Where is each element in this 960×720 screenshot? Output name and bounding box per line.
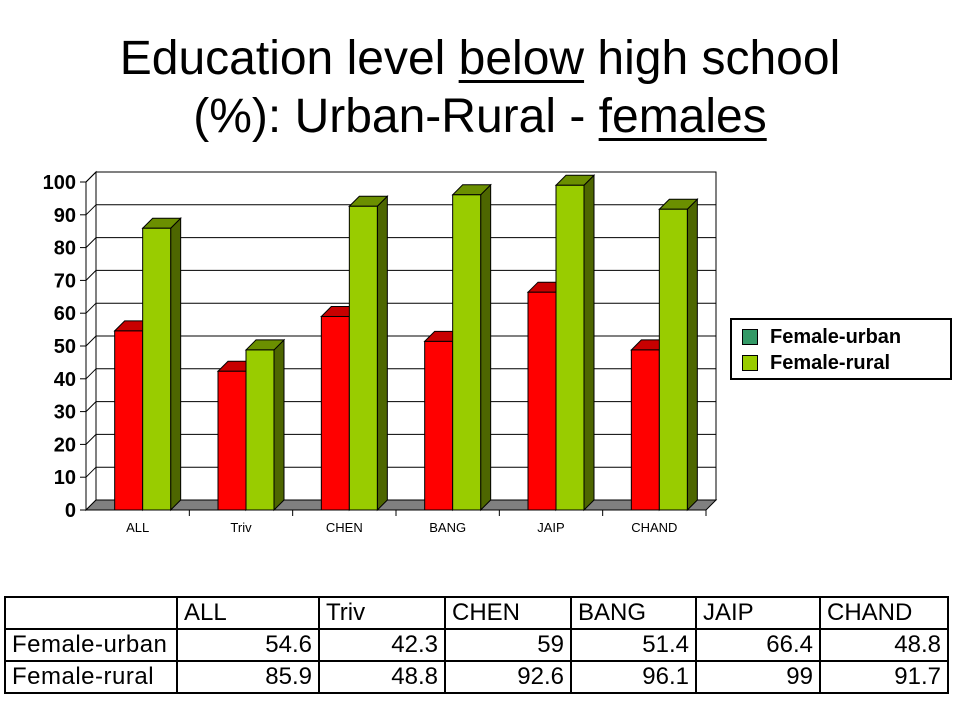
bar-female-rural [142, 227, 172, 511]
y-tick-label: 10 [54, 467, 76, 489]
bar-chart: 0 10 20 30 40 50 60 70 80 90 100 ALL Triv CHEN BANG JAI… [43, 170, 718, 535]
bar-female-rural [348, 205, 378, 511]
plot-floor [84, 499, 718, 511]
title-emphasis-females: females [598, 90, 767, 143]
y-tick-label: 40 [54, 369, 76, 391]
y-tick-label: 90 [54, 205, 76, 227]
gridline-side [85, 466, 97, 478]
chart-legend: Female-urban Female-rural [730, 318, 952, 380]
legend-item-female-rural: Female-rural [742, 351, 890, 375]
legend-swatch-female-rural [742, 355, 758, 371]
title-text-2: high school [584, 32, 841, 85]
table-cell: 91.7 [819, 660, 949, 694]
gridline-side [85, 434, 97, 445]
title-text-3: (%): Urban-Rural - [193, 90, 599, 143]
x-tick-label: CHEN [326, 520, 363, 535]
table-header-cell: JAIP [695, 596, 821, 630]
x-tick-label: BANG [429, 520, 466, 535]
bar-female-urban [320, 315, 350, 511]
bar-side-female-rural [273, 338, 285, 512]
table-cell: 96.1 [570, 660, 697, 694]
bar-female-urban [527, 291, 557, 511]
table-header-cell [4, 596, 178, 630]
bar-side-female-rural [376, 195, 388, 512]
bar-female-urban [630, 349, 660, 511]
gridline-side [85, 401, 97, 412]
table-cell: 48.8 [318, 660, 446, 694]
table-header-row: ALL Triv CHEN BANG JAIP CHAND [4, 596, 949, 630]
bar-female-rural [452, 194, 482, 511]
table-cell: 42.3 [318, 628, 446, 662]
y-tick-label: 80 [54, 238, 76, 260]
y-tick-label: 30 [54, 402, 76, 424]
table-cell: 51.4 [570, 628, 697, 662]
bar-female-urban [424, 340, 454, 511]
table-header-cell: ALL [176, 596, 320, 630]
x-tick-label: JAIP [537, 520, 564, 535]
table-cell: 66.4 [695, 628, 821, 662]
table-cell: 92.6 [444, 660, 572, 694]
table-cell: 59 [444, 628, 572, 662]
bar-side-female-rural [480, 183, 492, 512]
table-row-label: Female-urban [4, 628, 178, 662]
table-cell: 54.6 [176, 628, 320, 662]
legend-swatch-female-urban [742, 329, 758, 345]
gridline-side [85, 237, 97, 248]
table-row: Female-rural 85.9 48.8 92.6 96.1 99 91.7 [4, 660, 949, 694]
legend-label-female-urban: Female-urban [770, 325, 902, 348]
y-tick-label: 70 [54, 270, 76, 292]
page-title: Education level below high school (%): U… [0, 30, 960, 146]
gridline-side [85, 270, 97, 281]
x-tick-label: ALL [126, 520, 149, 535]
table-header-cell: Triv [318, 596, 446, 630]
bar-female-rural [658, 208, 688, 511]
gridline-side [85, 335, 97, 347]
title-line-2: (%): Urban-Rural - females [0, 88, 960, 146]
bar-female-urban [217, 370, 247, 511]
x-tick-label: Triv [230, 520, 252, 535]
table-header-cell: BANG [570, 596, 697, 630]
table-header-cell: CHAND [819, 596, 949, 630]
x-tick-label: CHAND [631, 520, 677, 535]
table-row-label: Female-rural [4, 660, 178, 694]
bar-female-urban [114, 330, 144, 511]
bar-female-rural [245, 349, 275, 511]
y-tick-label: 50 [54, 336, 76, 358]
table-cell: 85.9 [176, 660, 320, 694]
y-tick-label: 20 [54, 434, 76, 456]
bar-side-female-rural [583, 174, 595, 512]
data-table: ALL Triv CHEN BANG JAIP CHAND Female-urb… [4, 596, 949, 694]
gridline-side [85, 302, 97, 314]
table-cell: 48.8 [819, 628, 949, 662]
y-tick-label: 100 [43, 172, 76, 194]
title-emphasis-below: below [458, 32, 585, 85]
table-header-cell: CHEN [444, 596, 572, 630]
y-tick-label: 60 [54, 303, 76, 325]
title-line-1: Education level below high school [0, 30, 960, 88]
gridline-side [85, 368, 97, 380]
gridline-side [85, 171, 97, 183]
y-tick-label: 0 [65, 500, 76, 522]
legend-item-female-urban: Female-urban [742, 325, 901, 349]
gridline-side [85, 204, 97, 216]
title-text-1: Education level [119, 32, 459, 85]
bar-side-female-rural [686, 198, 698, 512]
bar-side-female-rural [170, 217, 182, 512]
table-row: Female-urban 54.6 42.3 59 51.4 66.4 48.8 [4, 628, 949, 662]
bar-female-rural [555, 184, 585, 511]
table-cell: 99 [695, 660, 821, 694]
legend-label-female-rural: Female-rural [770, 351, 891, 374]
